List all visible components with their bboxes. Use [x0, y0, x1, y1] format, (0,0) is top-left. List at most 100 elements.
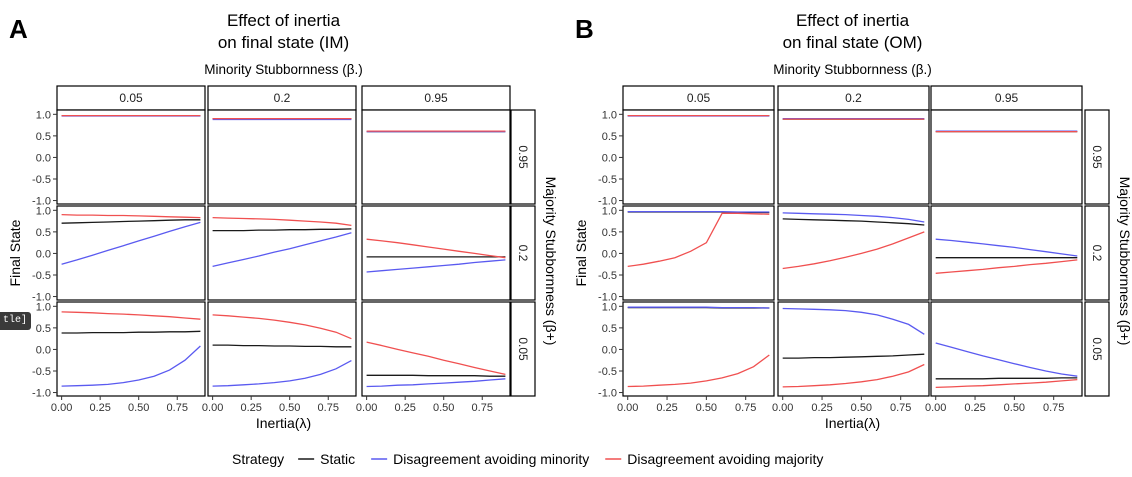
row-strip-label: 0.2	[1090, 245, 1104, 262]
facet-panel: 0.00 0.25 0.50 0.75	[925, 301, 1083, 414]
column-strip-title: Minority Stubbornness (β.)	[773, 62, 932, 77]
series-line-static	[935, 377, 1078, 380]
y-tick-label: 1.0	[36, 109, 51, 121]
facet-panel: 1.0 0.5 0.0 -0.5 -1.0	[32, 205, 206, 304]
x-tick-label: 0.75	[735, 402, 756, 414]
facet-panel	[777, 109, 930, 205]
column-strip-title: Minority Stubbornness (β.)	[204, 62, 363, 77]
panel-frame	[361, 109, 511, 205]
y-tick-label: -0.5	[598, 174, 617, 186]
series-line-majority	[212, 314, 352, 340]
facet-panel	[930, 205, 1083, 301]
panel-frame	[622, 301, 775, 397]
y-tick-label: 0.5	[36, 227, 51, 239]
y-tick-label: -1.0	[598, 196, 617, 208]
panel-frame	[777, 109, 930, 205]
y-tick-label: 1.0	[602, 301, 617, 313]
y-axis-title: Final State	[573, 219, 589, 286]
facet-panel: 1.0 0.5 0.0 -0.5 -1.0	[598, 205, 775, 304]
x-tick-label: 0.75	[167, 402, 188, 414]
facet-panel: 0.00 0.25 0.50 0.75	[356, 301, 511, 414]
column-strip	[777, 85, 930, 111]
row-strip-label: 0.95	[516, 145, 530, 169]
panel-letter: B	[575, 14, 594, 44]
series-line-static	[61, 330, 201, 334]
y-tick-label: 0.0	[36, 248, 51, 260]
panel-frame	[777, 301, 930, 397]
x-axis-title: Inertia(λ)	[256, 415, 311, 431]
column-strip-label: 0.2	[845, 91, 862, 105]
panel-frame	[930, 109, 1083, 205]
y-tick-label: 1.0	[36, 301, 51, 313]
series-line-majority	[935, 378, 1078, 389]
series-line-minority	[212, 360, 352, 387]
y-tick-label: -0.5	[598, 270, 617, 282]
y-tick-label: 0.5	[36, 131, 51, 143]
chart-b: B Effect of inertia on final state (OM) Min…	[573, 11, 1132, 431]
x-tick-label: 0.50	[279, 402, 300, 414]
x-tick-label: 0.25	[964, 402, 985, 414]
series-line-static	[782, 218, 925, 226]
panel-frame	[622, 109, 775, 205]
legend-label: Static	[320, 451, 355, 467]
x-tick-label: 0.50	[433, 402, 454, 414]
facet-panel: 1.0 0.5 0.0 -0.5 -1.0	[32, 109, 206, 208]
x-tick-label: 0.25	[811, 402, 832, 414]
row-strip-label: 0.05	[516, 337, 530, 361]
chart-a: A Effect of inertia on final state (IM) Min…	[7, 11, 559, 431]
legend: Strategy Static Disagreement avoiding mino…	[232, 451, 823, 467]
x-tick-label: 0.25	[394, 402, 415, 414]
series-line-minority	[212, 232, 352, 268]
y-tick-label: 0.0	[36, 152, 51, 164]
series-line-minority	[935, 238, 1078, 257]
series-line-majority	[935, 259, 1078, 274]
legend-title: Strategy	[232, 451, 284, 467]
x-tick-label: 0.75	[890, 402, 911, 414]
panel-frame	[207, 109, 357, 205]
chart-title-line2: on final state (OM)	[783, 33, 923, 52]
series-line-majority	[61, 213, 201, 219]
x-tick-label: 0.00	[772, 402, 793, 414]
legend-label: Disagreement avoiding majority	[627, 451, 823, 467]
y-tick-label: 0.5	[602, 227, 617, 239]
x-tick-label: 0.25	[656, 402, 677, 414]
column-strip	[207, 85, 357, 111]
y-tick-label: 1.0	[36, 205, 51, 217]
row-strip-title: Majority Stubbornness (β+)	[543, 177, 559, 346]
panel-frame	[622, 205, 775, 301]
row-strip	[510, 109, 536, 205]
series-line-majority	[627, 212, 770, 268]
facet-panel: 0.00 0.25 0.50 0.75	[202, 301, 357, 414]
legend-label: Disagreement avoiding minority	[393, 451, 589, 467]
series-line-minority	[61, 345, 201, 387]
panel-frame	[56, 109, 206, 205]
y-tick-label: -1.0	[32, 292, 51, 304]
x-tick-label: 0.50	[128, 402, 149, 414]
row-strip	[1084, 205, 1110, 301]
y-tick-label: -0.5	[32, 174, 51, 186]
facet-panel: 0.00 0.25 0.50 0.75	[772, 301, 930, 414]
series-line-static	[366, 374, 506, 377]
row-strip-title: Majority Stubbornness (β+)	[1117, 177, 1132, 346]
x-tick-label: 0.50	[696, 402, 717, 414]
y-tick-label: -1.0	[32, 196, 51, 208]
series-line-minority	[366, 259, 506, 273]
y-tick-label: -0.5	[598, 366, 617, 378]
facet-panel	[930, 109, 1083, 205]
facet-panel	[207, 109, 357, 205]
facet-panel: 1.0 0.5 0.0 -0.5 -1.00.00 0.25 0.50 0.75	[32, 301, 206, 414]
facet-panel	[361, 109, 511, 205]
panel-frame	[207, 205, 357, 301]
chart-title-line1: Effect of inertia	[227, 11, 341, 30]
panel-frame	[930, 301, 1083, 397]
tooltip-fragment[interactable]: tle]	[0, 312, 32, 330]
column-strip-label: 0.95	[424, 91, 448, 105]
facet-panel	[361, 205, 511, 301]
column-strip-label: 0.05	[119, 91, 143, 105]
row-strip	[510, 301, 536, 397]
x-tick-label: 0.75	[472, 402, 493, 414]
series-line-minority	[782, 212, 925, 223]
column-strip-label: 0.05	[687, 91, 711, 105]
x-tick-label: 0.25	[240, 402, 261, 414]
y-tick-label: -0.5	[32, 366, 51, 378]
